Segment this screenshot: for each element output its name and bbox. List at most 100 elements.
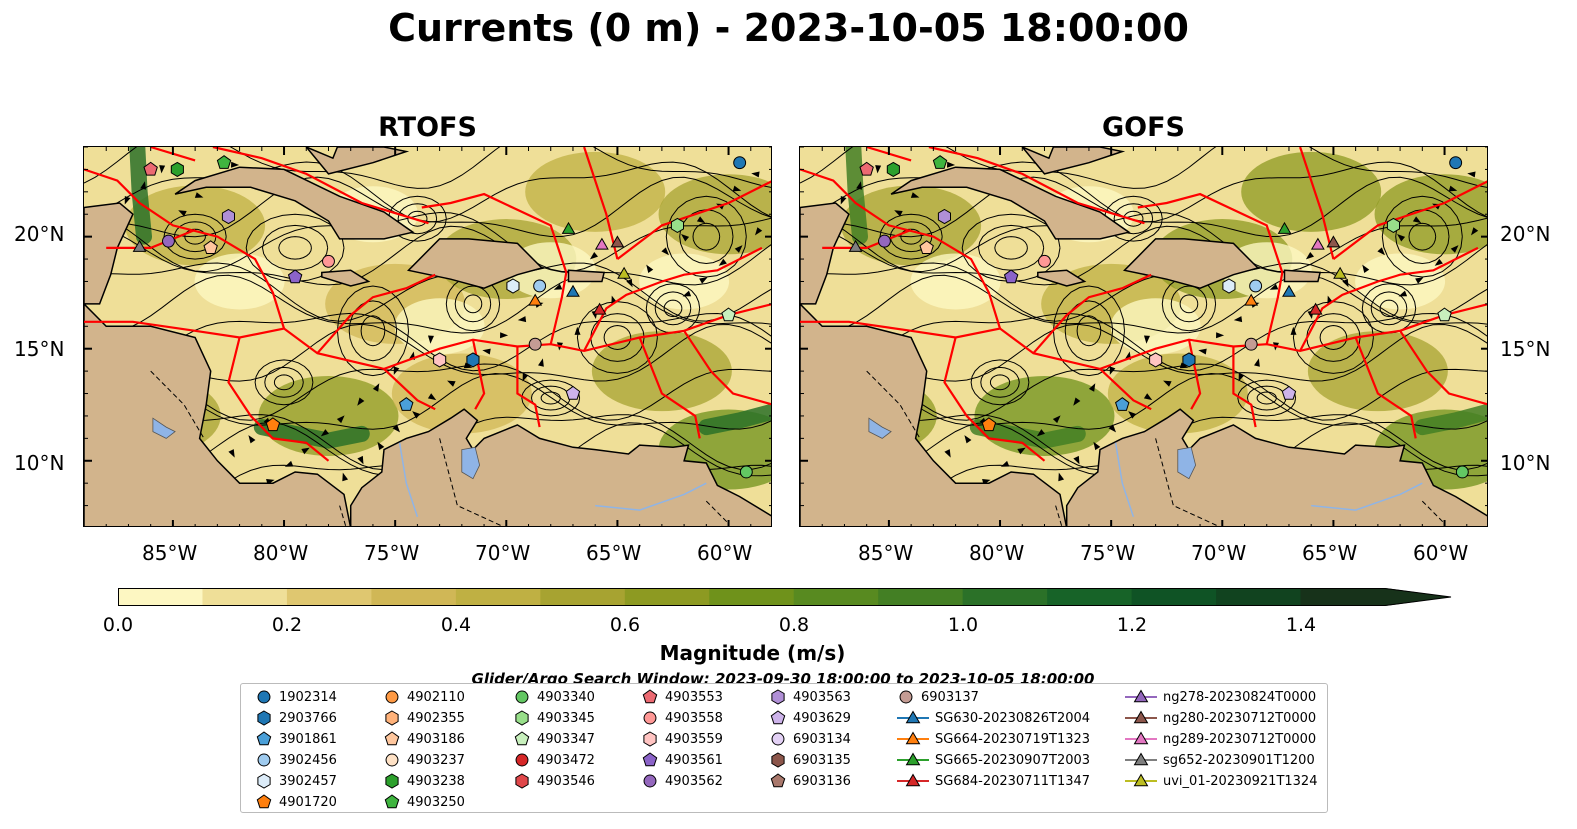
streamline-arrow bbox=[230, 161, 240, 168]
legend-label: 4903561 bbox=[665, 752, 723, 768]
streamline-arrow bbox=[1000, 460, 1010, 467]
country-border bbox=[866, 370, 921, 439]
observation-marker-3902457 bbox=[506, 278, 520, 294]
streamline-arrow bbox=[1377, 247, 1385, 256]
eez-boundary-line bbox=[928, 147, 1145, 225]
observation-marker-3901861 bbox=[399, 397, 414, 411]
streamline bbox=[603, 324, 632, 351]
legend-item: ng289-20230712T0000 bbox=[1125, 729, 1316, 749]
legend-label: 4903546 bbox=[537, 773, 595, 789]
streamline-arrow bbox=[944, 449, 951, 458]
legend-item: sg652-20230901T1200 bbox=[1125, 750, 1315, 770]
streamline bbox=[254, 359, 314, 406]
colorbar-outline bbox=[118, 588, 1452, 606]
observation-marker-4903347 bbox=[721, 307, 736, 322]
country-border bbox=[1155, 438, 1220, 526]
legend-marker-icon bbox=[257, 773, 271, 789]
legend-label: ng278-20230824T0000 bbox=[1163, 689, 1317, 705]
streamline-arrow bbox=[1058, 472, 1065, 482]
streamline bbox=[692, 222, 721, 251]
streamline-arrow bbox=[392, 424, 401, 433]
legend-item: 4903472 bbox=[513, 750, 595, 770]
calm-water-patch bbox=[394, 298, 485, 355]
legend-marker-icon bbox=[515, 773, 529, 789]
lat-tick-right-10: 10°N bbox=[1500, 451, 1551, 475]
streamline-arrow bbox=[626, 278, 633, 288]
streamline bbox=[989, 374, 1011, 391]
streamline-arrow bbox=[1269, 283, 1279, 290]
legend-label: 3902457 bbox=[279, 773, 337, 789]
eez-boundary-line bbox=[1099, 368, 1152, 411]
streamline-arrow bbox=[1412, 216, 1422, 224]
streamline bbox=[454, 285, 492, 323]
current-magnitude-patch bbox=[525, 151, 666, 232]
observation-marker-2903766 bbox=[1182, 352, 1196, 368]
streamline bbox=[521, 379, 581, 417]
legend-marker-icon bbox=[257, 710, 271, 726]
observation-marker-6903137 bbox=[1244, 337, 1258, 351]
streamline-arrow bbox=[1450, 245, 1459, 253]
streamline bbox=[84, 274, 771, 334]
legend-marker-icon bbox=[384, 731, 400, 746]
streamline bbox=[84, 211, 771, 273]
legend-marker-icon bbox=[643, 711, 657, 725]
river bbox=[398, 442, 419, 518]
country-border bbox=[439, 438, 504, 526]
streamline bbox=[360, 315, 386, 347]
legend-item: 3902456 bbox=[255, 750, 337, 770]
streamline-arrow bbox=[1470, 227, 1479, 236]
eez-boundary-line bbox=[1137, 192, 1284, 345]
streamline bbox=[407, 210, 428, 227]
streamline-arrow bbox=[463, 362, 473, 369]
eez-boundary-line bbox=[212, 147, 429, 225]
legend-marker-icon bbox=[385, 690, 399, 704]
legend-item: 6903136 bbox=[769, 771, 851, 791]
streamline-arrow bbox=[718, 258, 727, 266]
streamline bbox=[800, 211, 1487, 273]
streamline bbox=[1237, 379, 1297, 417]
observation-marker-6903137 bbox=[528, 337, 542, 351]
legend: 1902314 2903766 3901861 3902456 3902457 49017… bbox=[240, 683, 1328, 813]
streamline bbox=[800, 161, 1487, 223]
streamline bbox=[84, 147, 771, 189]
legend-label: 6903134 bbox=[793, 731, 851, 747]
streamline-arrow bbox=[1036, 429, 1045, 437]
colorbar-segment bbox=[962, 588, 1048, 606]
legend-marker-icon bbox=[771, 752, 785, 768]
observation-marker-4901720 bbox=[265, 417, 281, 432]
streamline bbox=[348, 300, 398, 362]
legend-item: 4903561 bbox=[641, 750, 723, 770]
lon-tick-gofs-70: 70°W bbox=[1191, 541, 1247, 565]
legend-item: 4902355 bbox=[383, 708, 465, 728]
streamline-arrow bbox=[377, 441, 385, 451]
colorbar-segment bbox=[1300, 588, 1386, 606]
legend-marker-icon bbox=[771, 732, 785, 746]
colorbar-tick: 0.4 bbox=[440, 614, 472, 636]
streamline-arrow bbox=[910, 192, 920, 198]
observation-marker-4903563 bbox=[221, 208, 235, 225]
legend-item: 4903250 bbox=[383, 792, 465, 812]
legend-label: 4903237 bbox=[407, 752, 465, 768]
observation-marker-3902457 bbox=[1222, 278, 1236, 294]
streamline-arrow bbox=[124, 195, 131, 205]
observation-marker-4903558 bbox=[1038, 254, 1051, 268]
legend-marker-icon bbox=[905, 773, 921, 787]
streamline-arrow bbox=[661, 247, 669, 256]
legend-item: ng278-20230824T0000 bbox=[1125, 687, 1316, 707]
legend-marker-icon bbox=[905, 752, 921, 766]
current-magnitude-patch bbox=[1241, 151, 1382, 232]
strong-current-jet bbox=[698, 403, 771, 436]
legend-item: SG665-20230907T2003 bbox=[897, 750, 1090, 770]
observation-marker-4903562 bbox=[878, 234, 891, 248]
country-border bbox=[150, 370, 205, 439]
legend-marker-icon bbox=[1133, 752, 1149, 766]
land-south-america bbox=[349, 408, 771, 526]
streamline-arrow bbox=[1254, 358, 1260, 367]
legend-item: 4903562 bbox=[641, 771, 723, 791]
streamline-arrow bbox=[553, 283, 563, 290]
streamline-arrow bbox=[301, 447, 310, 455]
streamline-arrow bbox=[412, 411, 421, 419]
colorbar-segment bbox=[202, 588, 288, 606]
legend-label: 4903629 bbox=[793, 710, 851, 726]
observation-marker-3901861 bbox=[1115, 397, 1130, 411]
